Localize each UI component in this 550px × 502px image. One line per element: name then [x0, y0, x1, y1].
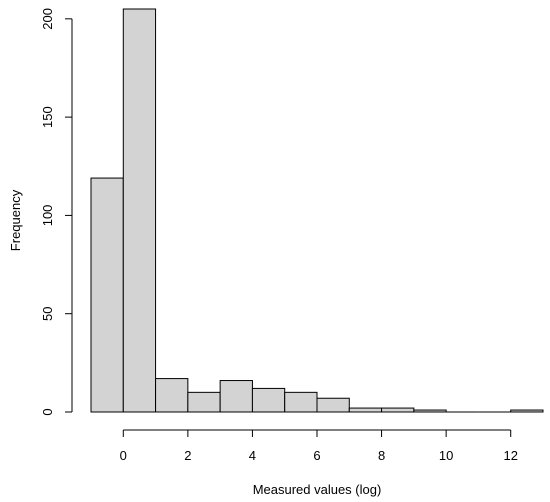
histogram-bar-9 — [381, 407, 415, 413]
x-axis-title: Measured values (log) — [253, 482, 382, 497]
y-axis: 0 50 100 150 200 — [40, 8, 73, 416]
bars-group — [90, 8, 544, 413]
histogram-bar-10 — [413, 409, 447, 413]
x-tick-label: 10 — [439, 448, 453, 463]
histogram-bar-7 — [316, 397, 350, 413]
histogram-bar-13 — [510, 409, 544, 413]
y-axis-title: Frequency — [8, 189, 23, 251]
histogram-bar-1 — [122, 8, 157, 413]
x-tick-label: 2 — [184, 448, 191, 463]
histogram-bar-4 — [219, 380, 253, 413]
histogram-bar-5 — [251, 387, 286, 413]
y-tick-label: 100 — [40, 205, 55, 227]
x-tick-label: 8 — [378, 448, 385, 463]
x-tick-label: 12 — [503, 448, 517, 463]
y-tick-label: 200 — [40, 8, 55, 30]
histogram-bar-6 — [284, 391, 318, 413]
y-tick-label: 0 — [40, 408, 55, 415]
x-tick-label: 0 — [120, 448, 127, 463]
histogram-bar-0 — [90, 177, 124, 413]
histogram-bar-3 — [187, 391, 221, 413]
x-axis: 0 2 4 6 8 10 12 — [120, 429, 518, 463]
histogram-bar-8 — [348, 407, 383, 413]
y-tick-label: 150 — [40, 106, 55, 128]
x-tick-label: 4 — [249, 448, 256, 463]
y-tick-label: 50 — [40, 306, 55, 320]
histogram-bar-2 — [155, 378, 189, 413]
x-tick-label: 6 — [313, 448, 320, 463]
